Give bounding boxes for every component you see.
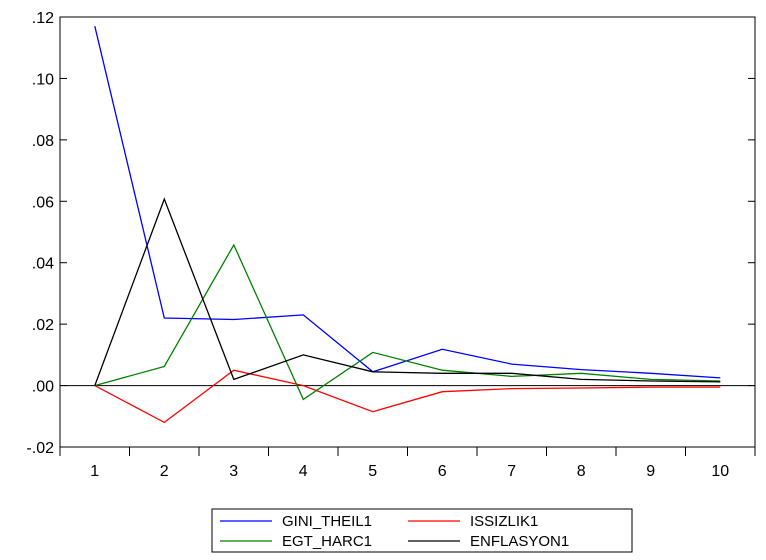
plot-area: [60, 17, 755, 447]
series-line-egt-harc1: [95, 245, 721, 400]
y-tick-label: -.02: [26, 440, 54, 457]
x-tick-label: 5: [368, 463, 377, 480]
legend-label: GINI_THEIL1: [282, 513, 372, 530]
x-tick-label: 2: [160, 463, 169, 480]
y-tick-label: .12: [32, 10, 54, 27]
axes: -.02 .00 .02 .04 .06 .08 .10 .12 1 2 3 4 5 6 7 8 9 10: [26, 10, 755, 480]
y-tick-label: .00: [32, 379, 54, 396]
y-tick-label: .02: [32, 317, 54, 334]
legend-label: ENFLASYON1: [470, 533, 569, 550]
y-tick-label: .06: [32, 194, 54, 211]
legend: GINI_THEIL1 ISSIZLIK1 EGT_HARC1 ENFLASYON1: [212, 509, 632, 552]
plot-frame: [60, 17, 755, 447]
series-line-enflasyon1: [95, 199, 721, 386]
series-line-issizlik1: [95, 370, 721, 422]
y-tick-label: .08: [32, 133, 54, 150]
legend-label: ISSIZLIK1: [470, 513, 538, 530]
x-tick-label: 7: [507, 463, 516, 480]
y-tick-label: .10: [32, 71, 54, 88]
x-tick-label: 1: [90, 463, 99, 480]
x-tick-label: 8: [577, 463, 586, 480]
x-tick-label: 9: [646, 463, 655, 480]
x-tick-label: 6: [438, 463, 447, 480]
x-tick-label: 3: [229, 463, 238, 480]
x-tick-label: 10: [711, 463, 729, 480]
x-tick-label: 4: [299, 463, 308, 480]
series-lines: [95, 26, 721, 422]
y-tick-label: .04: [32, 256, 54, 273]
legend-label: EGT_HARC1: [282, 533, 372, 550]
